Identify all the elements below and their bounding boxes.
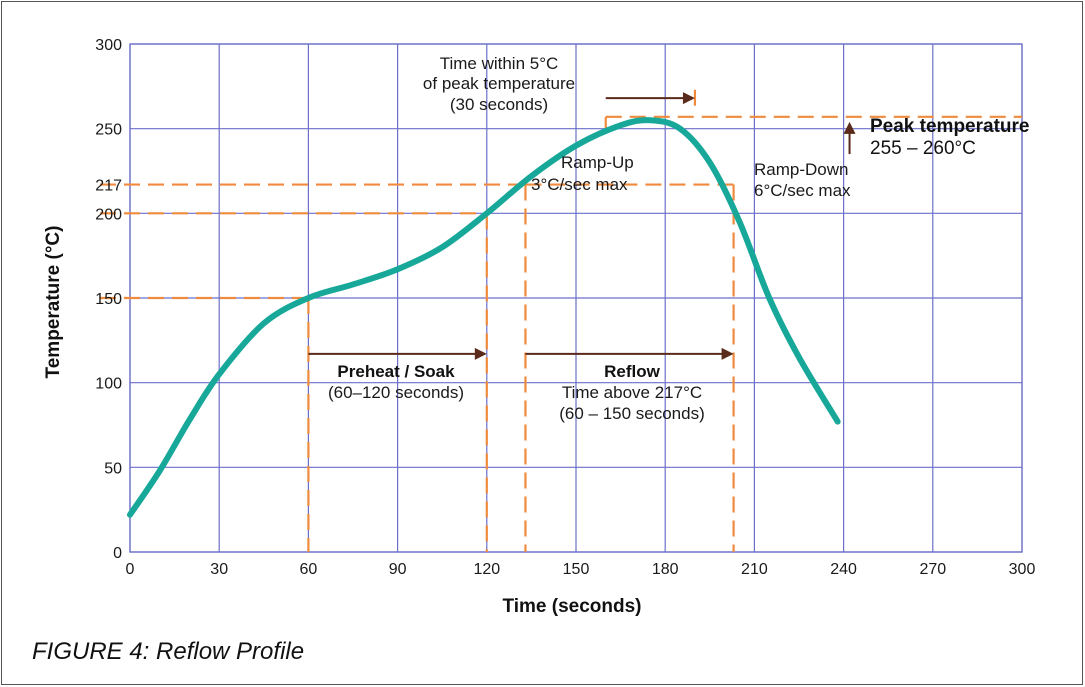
x-tick-30: 30: [210, 561, 228, 578]
preheat-title: Preheat / Soak: [337, 362, 455, 381]
ramp-down-annotation: Ramp-Down 6°C/sec max: [754, 160, 851, 200]
ramp-up-annotation: Ramp-Up 3°C/sec max: [531, 153, 634, 194]
y-tick-0: 0: [113, 545, 122, 562]
x-tick-210: 210: [741, 561, 768, 578]
preheat-arrow-head: [474, 347, 487, 360]
ramp-down-line-2: 6°C/sec max: [754, 181, 851, 200]
reflow-annotation: Reflow Time above 217°C (60 – 150 second…: [559, 362, 705, 423]
peak-temperature-annotation: Peak temperature 255 – 260°C: [870, 116, 1029, 159]
reflow-arrow-head: [721, 347, 734, 360]
peak-window-line-1: Time within 5°C: [440, 54, 559, 73]
x-tick-90: 90: [389, 561, 407, 578]
x-tick-180: 180: [652, 561, 679, 578]
peak-window-arrow-head: [682, 92, 695, 105]
peak-temperature-title: Peak temperature: [870, 116, 1029, 137]
y-tick-200: 200: [95, 206, 122, 223]
annotation-arrows: [308, 92, 856, 360]
reflow-title: Reflow: [604, 362, 661, 381]
x-tick-150: 150: [563, 561, 590, 578]
x-tick-240: 240: [830, 561, 857, 578]
y-tick-250: 250: [95, 122, 122, 139]
guide-lines: [100, 89, 1022, 552]
preheat-annotation: Preheat / Soak (60–120 seconds): [328, 362, 464, 402]
reflow-detail-2: (60 – 150 seconds): [559, 404, 705, 423]
tick-labels: 0 30 60 90 120 150 180 210 240 270 300 0 50 100 150 200…: [95, 37, 1035, 578]
peak-temperature-range: 255 – 260°C: [870, 138, 976, 159]
y-tick-150: 150: [95, 291, 122, 308]
series-line-0: [127, 117, 841, 518]
peak-window-line-2: of peak temperature: [423, 74, 575, 93]
y-tick-217: 217: [95, 178, 122, 195]
ramp-down-line-1: Ramp-Down: [754, 160, 848, 179]
ramp-up-line-2: 3°C/sec max: [531, 175, 628, 194]
x-tick-300: 300: [1009, 561, 1036, 578]
peak-arrow-head: [843, 121, 856, 134]
preheat-detail: (60–120 seconds): [328, 383, 464, 402]
ramp-up-line-1: Ramp-Up: [561, 153, 634, 172]
y-axis-title: Temperature (°C): [43, 226, 64, 379]
x-tick-0: 0: [126, 561, 135, 578]
reflow-chart: 0 30 60 90 120 150 180 210 240 270 300 0 50 100 150 200…: [43, 37, 1035, 617]
peak-window-line-3: (30 seconds): [450, 95, 548, 114]
peak-window-annotation: Time within 5°C of peak temperature (30 …: [423, 54, 575, 114]
x-tick-60: 60: [300, 561, 318, 578]
x-axis-title: Time (seconds): [502, 596, 641, 617]
y-tick-50: 50: [104, 460, 122, 477]
x-tick-120: 120: [473, 561, 500, 578]
y-tick-300: 300: [95, 37, 122, 54]
y-tick-100: 100: [95, 376, 122, 393]
figure-caption: FIGURE 4: Reflow Profile: [32, 638, 305, 665]
x-tick-270: 270: [919, 561, 946, 578]
series-layer: [127, 117, 841, 518]
reflow-detail-1: Time above 217°C: [562, 383, 702, 402]
